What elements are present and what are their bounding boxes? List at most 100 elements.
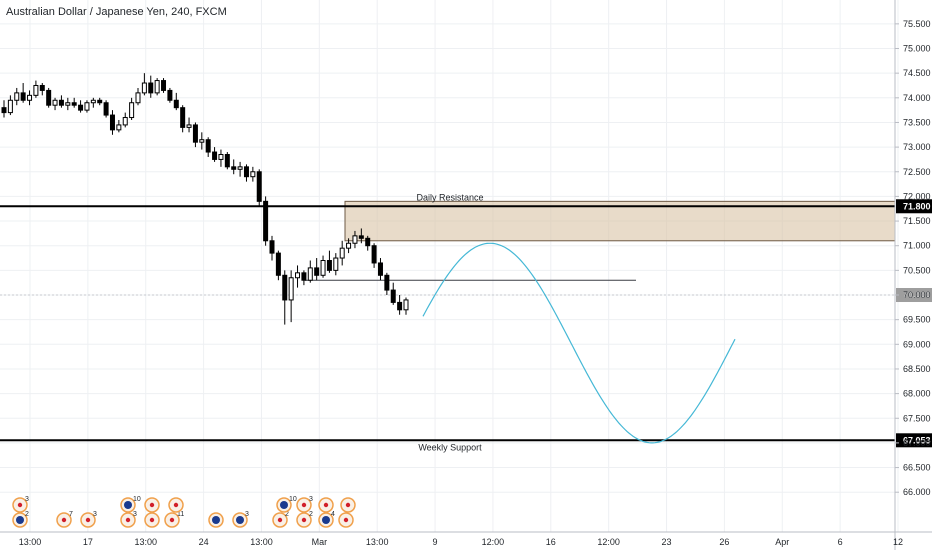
event-jp-marker[interactable]: 3	[12, 496, 29, 513]
candle	[84, 100, 90, 113]
price-level-badge	[896, 288, 932, 303]
event-jp-marker[interactable]	[144, 512, 160, 528]
candle-body-down	[358, 235, 364, 239]
candle-body-down	[46, 89, 52, 106]
candle-body-down	[1, 107, 7, 114]
candle	[301, 270, 307, 286]
time-tick-label: 12:00	[597, 537, 620, 547]
event-jp-marker[interactable]: 3	[120, 511, 137, 528]
zone-rect[interactable]	[344, 200, 896, 242]
candle-body-down	[78, 104, 84, 111]
event-count: 3	[245, 511, 249, 518]
candle-body-down	[58, 99, 64, 106]
candle	[333, 253, 339, 276]
price-tick-label: 73.500	[903, 117, 931, 127]
candle	[180, 105, 186, 133]
price-axis[interactable]: 75.500 75.000 74.500 74.000 73.500 73.000 72.5…	[895, 19, 931, 497]
event-jp-marker[interactable]: 2	[272, 511, 289, 528]
event-jp-marker[interactable]	[318, 497, 334, 513]
flag-jp-icon	[169, 517, 175, 523]
candle-body-up	[288, 277, 294, 301]
candle-body-down	[39, 84, 45, 91]
candle-body-down	[384, 274, 390, 291]
time-tick-label: 24	[199, 537, 209, 547]
flag-jp-icon	[323, 502, 329, 508]
event-count: 3	[93, 511, 97, 518]
event-jp-marker[interactable]: 2	[296, 511, 313, 528]
candle-body-down	[180, 107, 186, 128]
flag-au-icon	[280, 501, 288, 509]
candle-body-down	[243, 166, 249, 178]
candle-body-down	[390, 289, 396, 303]
price-tick-label: 70.500	[903, 265, 931, 275]
price-tick-label: 71.000	[903, 241, 931, 251]
candle	[403, 297, 409, 315]
candle-body-up	[7, 99, 13, 114]
time-tick-label: Apr	[775, 537, 789, 547]
candle-body-down	[377, 262, 383, 276]
candle-body-down	[256, 171, 262, 202]
event-jp-marker[interactable]	[168, 497, 184, 513]
chart-title: Australian Dollar / Japanese Yen, 240, F…	[6, 6, 227, 18]
candle-body-down	[397, 301, 403, 311]
price-tick-label: 69.000	[903, 339, 931, 349]
projection	[422, 242, 736, 444]
event-au-marker[interactable]	[208, 512, 224, 528]
projection-path[interactable]	[422, 242, 736, 444]
event-jp-marker[interactable]: 3	[296, 496, 313, 513]
candle	[358, 228, 364, 244]
time-tick-label: 16	[546, 537, 556, 547]
event-jp-marker[interactable]	[338, 512, 354, 528]
event-jp-marker[interactable]: 3	[80, 511, 97, 528]
candle-body-up	[27, 94, 33, 101]
price-tick-label: 67.500	[903, 413, 931, 423]
candle-body-down	[161, 80, 167, 91]
candle	[192, 122, 198, 148]
time-axis[interactable]: 13:00 17 13:00 24 13:00 Mar 13:00 9 12:00 16 12:00…	[19, 537, 903, 547]
event-count: 3	[309, 496, 313, 503]
event-jp-marker[interactable]: 7	[56, 511, 73, 528]
event-au-marker[interactable]: 3	[232, 511, 249, 528]
candle-body-down	[192, 124, 198, 143]
price-tick-label: 68.000	[903, 389, 931, 399]
candle	[282, 270, 288, 325]
price-level-label: 67.053	[903, 435, 931, 445]
event-jp-marker[interactable]	[144, 497, 160, 513]
flag-au-icon	[236, 516, 244, 524]
candle	[90, 97, 96, 108]
event-au-marker[interactable]: 4	[318, 511, 335, 528]
event-au-marker[interactable]: 2	[12, 511, 29, 528]
candle	[224, 152, 230, 170]
event-au-marker[interactable]: 10	[276, 496, 297, 513]
event-jp-marker[interactable]	[340, 497, 356, 513]
candle-body-down	[71, 102, 77, 106]
candle-body-down	[371, 245, 377, 264]
price-tick-label: 74.000	[903, 93, 931, 103]
candle	[116, 119, 122, 133]
flag-jp-icon	[17, 502, 23, 508]
flag-jp-icon	[301, 517, 307, 523]
candle	[339, 240, 345, 266]
time-tick-label: 23	[662, 537, 672, 547]
candle-body-up	[186, 124, 192, 128]
candle	[288, 270, 294, 323]
candle-body-down	[20, 92, 26, 101]
candle	[384, 272, 390, 296]
candle	[352, 230, 358, 249]
candle-body-down	[275, 252, 281, 276]
event-au-marker[interactable]: 10	[120, 496, 141, 513]
candle	[129, 97, 135, 120]
price-levels: 71.800 70.000 67.053 Weekly Support	[0, 199, 932, 452]
candle-body-up	[320, 260, 326, 276]
candle	[78, 100, 84, 113]
candle	[186, 117, 192, 133]
event-count: 10	[133, 496, 141, 503]
price-tick-label: 68.500	[903, 364, 931, 374]
candle-body-up	[135, 92, 141, 104]
event-jp-marker[interactable]: 11	[164, 511, 184, 528]
candle-body-up	[90, 99, 96, 104]
candle-body-up	[122, 117, 128, 126]
candle	[250, 166, 256, 182]
flag-jp-icon	[343, 517, 349, 523]
